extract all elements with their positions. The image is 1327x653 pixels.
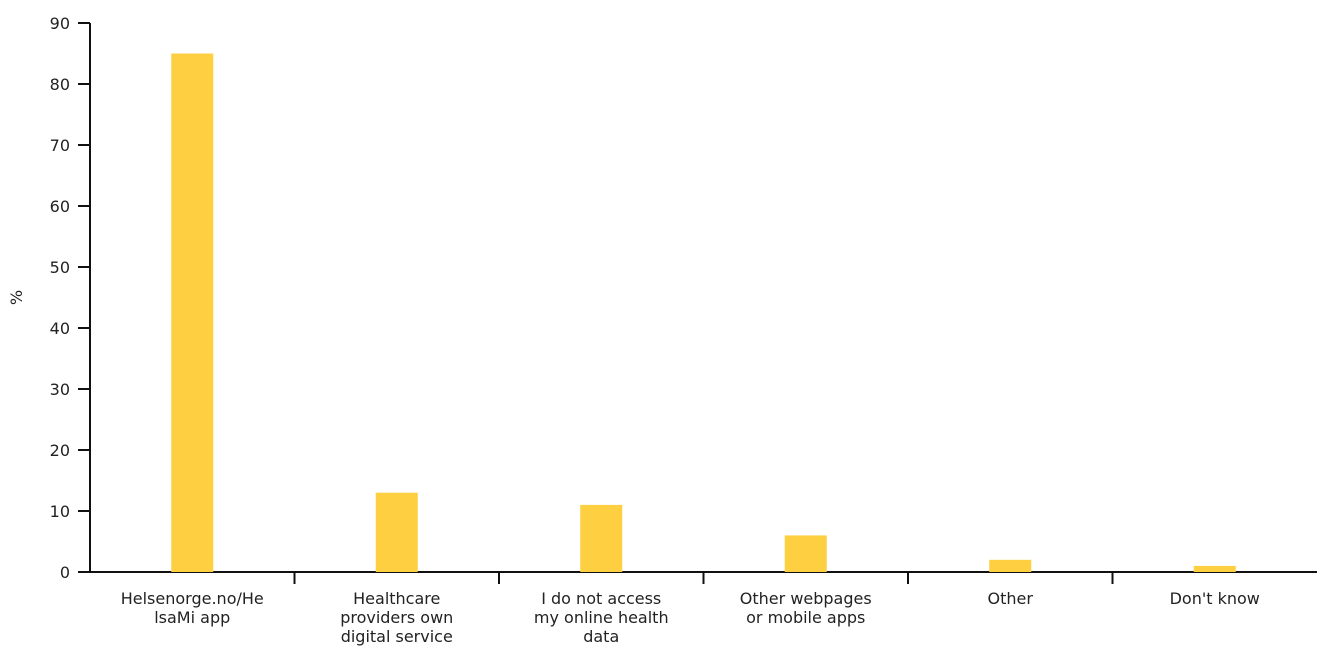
y-tick-label: 40 [50,319,70,338]
x-tick-label: Other [988,589,1034,608]
y-tick-label: 80 [50,75,70,94]
bar [171,53,214,572]
bar [784,535,827,572]
bar [375,492,418,572]
y-tick-label: 10 [50,502,70,521]
x-tick-label: Other webpages or mobile apps [740,589,872,627]
bar [580,504,623,572]
x-tick-label: Helsenorge.no/He lsaMi app [121,589,264,627]
y-axis: 0 10 20 30 40 50 60 70 80 90 [50,14,91,582]
bar [989,559,1032,572]
x-tick-label: Healthcare providers own digital service [340,589,453,646]
y-tick-label: 90 [50,14,70,33]
y-tick-label: 70 [50,136,70,155]
bars [171,53,1236,572]
y-tick-label: 20 [50,441,70,460]
y-tick-label: 30 [50,380,70,399]
y-tick-label: 0 [60,563,70,582]
bar [1193,565,1236,572]
x-tick-label: Don't know [1170,589,1260,608]
x-axis: Helsenorge.no/He lsaMi app Healthcare provi… [90,571,1317,646]
y-tick-label: 50 [50,258,70,277]
x-tick-label: I do not access my online health data [534,589,669,646]
y-tick-label: 60 [50,197,70,216]
y-axis-label: % [7,290,26,305]
